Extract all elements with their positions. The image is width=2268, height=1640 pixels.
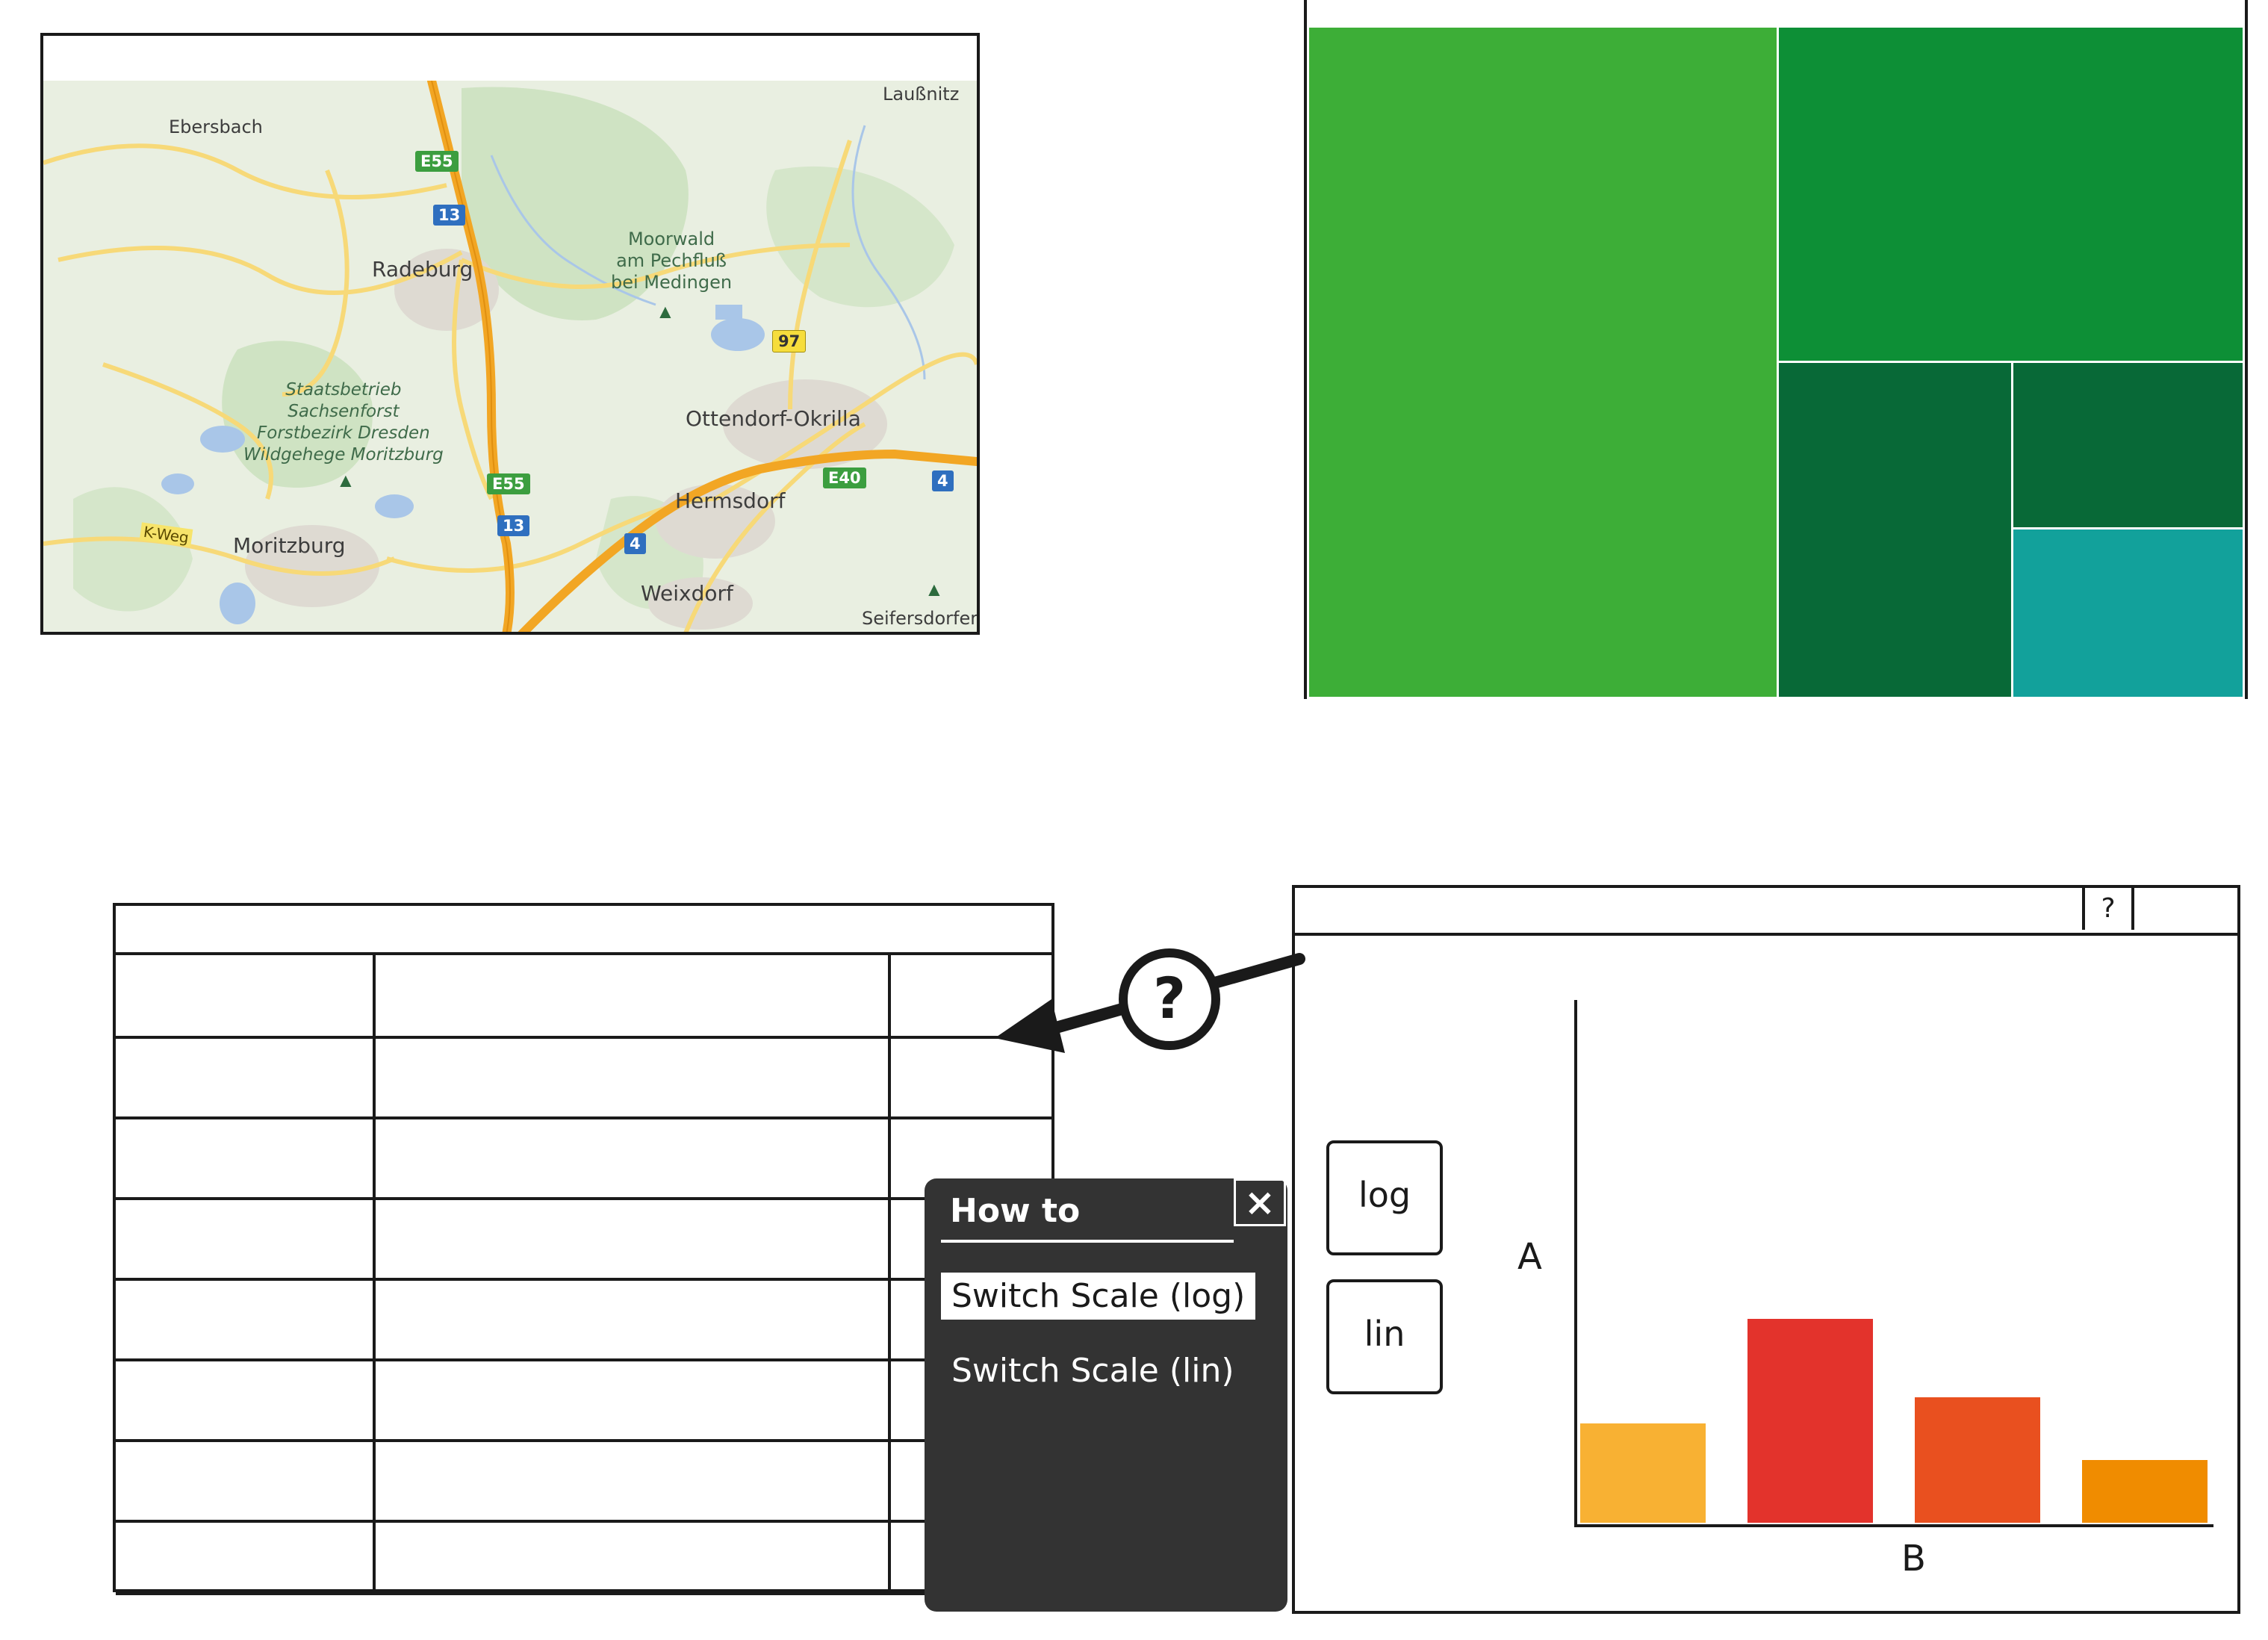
- treemap-cell-2[interactable]: [1777, 25, 2245, 363]
- table-row[interactable]: [116, 1520, 1051, 1595]
- map-shield-e40: E40: [823, 468, 866, 488]
- howto-item-switch-lin[interactable]: Switch Scale (lin): [951, 1352, 1234, 1390]
- map-park-moorwald: Moorwald am Pechfluß bei Medingen: [611, 229, 733, 293]
- map-window-titlebar[interactable]: [43, 36, 977, 84]
- map-shield-a13-top: 13: [433, 205, 466, 226]
- map-park-staatsbetrieb: Staatsbetrieb Sachsenforst Forstbezirk D…: [243, 380, 444, 465]
- map-forest-icon: ▲: [925, 578, 944, 600]
- map-town-ottendorf: Ottendorf-Okrilla: [686, 406, 861, 431]
- x-axis-label: B: [1901, 1538, 1926, 1580]
- bar-4[interactable]: [2082, 1460, 2208, 1523]
- chart-window-titlebar[interactable]: ?: [1295, 888, 2237, 936]
- map-forest-icon: ▲: [656, 300, 675, 323]
- table-row[interactable]: [116, 1439, 1051, 1523]
- map-shield-a13-bottom: 13: [497, 515, 530, 536]
- map-town-lausnitz: Laußnitz: [883, 84, 960, 105]
- bar-1[interactable]: [1580, 1423, 1706, 1523]
- howto-popup: How to × Switch Scale (log) Switch Scale…: [925, 1178, 1287, 1612]
- table-row[interactable]: [116, 1278, 1051, 1361]
- map-town-radeburg: Radeburg: [372, 257, 473, 282]
- table-column-divider: [888, 952, 891, 1589]
- howto-title: How to: [950, 1192, 1081, 1230]
- table-row[interactable]: [116, 1197, 1051, 1281]
- help-button[interactable]: ?: [2082, 888, 2134, 930]
- map-forest-icon: ▲: [336, 469, 355, 491]
- map-canvas[interactable]: Laußnitz Ebersbach Radeburg Moorwald am …: [43, 81, 977, 632]
- treemap-window: [1304, 0, 2248, 699]
- help-marker-icon[interactable]: ?: [1119, 948, 1220, 1050]
- table-row[interactable]: [116, 1358, 1051, 1442]
- howto-item-switch-log[interactable]: Switch Scale (log): [941, 1273, 1256, 1320]
- table-column-divider: [373, 952, 376, 1589]
- bar-chart: [1574, 1000, 2213, 1527]
- map-tiles: [43, 81, 977, 632]
- map-town-hermsdorf: Hermsdorf: [675, 488, 786, 513]
- bar-2[interactable]: [1747, 1319, 1873, 1523]
- map-shield-r97: 97: [772, 330, 807, 352]
- map-shield-a4-right: 4: [932, 470, 954, 491]
- table-row[interactable]: [116, 952, 1051, 1039]
- log-scale-button[interactable]: log: [1326, 1140, 1443, 1255]
- treemap-cell-5[interactable]: [2011, 527, 2245, 699]
- close-icon[interactable]: ×: [1234, 1178, 1286, 1226]
- map-town-ebersbach: Ebersbach: [169, 117, 263, 137]
- treemap-cell-1[interactable]: [1307, 25, 1779, 699]
- table-window-titlebar[interactable]: [116, 906, 1051, 955]
- table-row[interactable]: [116, 1116, 1051, 1200]
- bar-3[interactable]: [1915, 1397, 2040, 1523]
- lin-scale-button[interactable]: lin: [1326, 1279, 1443, 1394]
- map-shield-e55-bottom: E55: [487, 473, 530, 494]
- treemap-cell-4[interactable]: [2011, 361, 2245, 529]
- table-row[interactable]: [116, 1036, 1051, 1119]
- treemap-cell-3[interactable]: [1777, 361, 2013, 699]
- map-shield-e55-top: E55: [415, 151, 459, 172]
- map-town-weixdorf: Weixdorf: [641, 581, 733, 606]
- map-town-seifersdorf: Seifersdorfer: [862, 608, 977, 629]
- howto-divider: [941, 1240, 1234, 1243]
- y-axis-label: A: [1517, 1236, 1542, 1278]
- table-window: [113, 903, 1054, 1595]
- data-table: [116, 952, 1051, 1595]
- map-window: Laußnitz Ebersbach Radeburg Moorwald am …: [40, 33, 980, 635]
- chart-window: ? log lin A B: [1292, 885, 2240, 1614]
- map-shield-a4-mid: 4: [624, 533, 646, 554]
- treemap-window-titlebar[interactable]: [1307, 0, 2245, 28]
- map-town-moritzburg: Moritzburg: [233, 533, 346, 558]
